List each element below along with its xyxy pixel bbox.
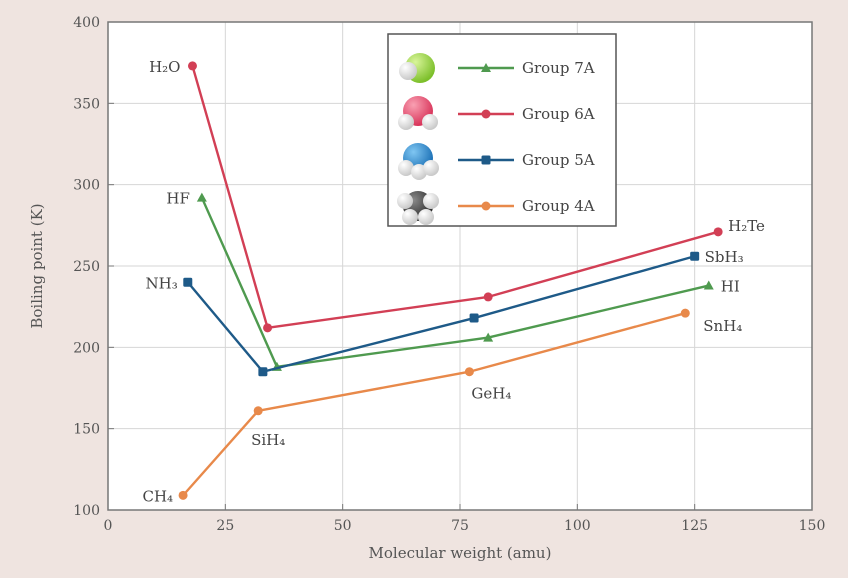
data-point [680,308,690,318]
data-point [258,367,268,377]
legend-label: Group 6A [522,105,595,123]
legend-label: Group 7A [522,59,595,77]
legend-marker [481,201,491,211]
data-point [178,490,188,500]
data-point-label: SiH₄ [251,431,285,449]
data-point-label: HI [721,278,740,296]
series-layer: HF HI H₂O H₂Te NH₃ SbH₃ CH₄ SiH₄ GeH₄ SnH₄ [143,58,766,505]
x-tick-label: 0 [104,518,113,534]
legend-marker [481,63,491,72]
series-group-6a: H₂O H₂Te [149,58,765,333]
y-tick-label: 100 [73,503,100,519]
green-molecule-icon [399,53,435,83]
data-point [469,313,479,323]
legend: Group 7A Group 6A Group 5A Group 4A [387,33,617,227]
y-axis-title: Boiling point (K) [28,203,46,328]
atom [423,160,439,176]
y-tick-label: 250 [73,259,100,275]
atom [398,114,414,130]
x-tick-label: 125 [681,518,708,534]
data-point-label: GeH₄ [471,385,511,403]
data-point [183,277,193,287]
legend-marker [481,155,491,165]
series-line [186,255,695,373]
atom [402,209,418,225]
data-point-label: HF [166,190,190,208]
legend-label: Group 5A [522,151,595,169]
legend-item: Group 6A [398,96,595,130]
atom [423,193,439,209]
series-group-4a: CH₄ SiH₄ GeH₄ SnH₄ [143,308,742,505]
x-axis-title: Molecular weight (amu) [369,544,552,562]
series-line [200,197,710,369]
x-tick-label: 50 [334,518,352,534]
data-point [713,227,723,237]
atom [397,193,413,209]
series-line [191,65,719,330]
red-molecule-icon [398,96,438,130]
data-point-label: H₂O [149,58,180,76]
data-point-label: CH₄ [143,487,174,505]
data-point-label: NH₃ [146,274,178,292]
data-point-label: SnH₄ [703,317,742,335]
data-point [196,192,207,202]
series-group-5a: NH₃ SbH₃ [146,248,744,377]
legend-label: Group 4A [522,197,595,215]
gray-molecule-icon [397,191,439,225]
legend-item: Group 4A [397,191,595,225]
data-point [464,367,474,377]
atom [399,62,417,80]
data-point [703,280,714,290]
x-tick-label: 75 [451,518,469,534]
y-tick-label: 400 [73,15,100,31]
y-tick-label: 200 [73,340,100,356]
data-point [187,61,197,71]
x-tick-label: 100 [564,518,591,534]
data-point [690,251,700,261]
y-tick-label: 300 [73,178,100,194]
data-point [483,332,494,342]
data-point [483,292,493,302]
y-tick-label: 150 [73,422,100,438]
x-tick-label: 150 [799,518,826,534]
data-point [263,323,273,333]
legend-item: Group 5A [398,143,595,180]
atom [418,209,434,225]
blue-molecule-icon [398,143,439,180]
y-tick-label: 350 [73,96,100,112]
series-group-7a: HF HI [166,190,740,371]
axis-ticks: 0 25 50 75 100 125 150 100 150 200 250 300 350 400 [73,15,825,534]
data-point [253,406,263,416]
legend-marker [481,109,491,119]
x-tick-label: 25 [216,518,234,534]
series-line [182,312,686,497]
data-point-label: SbH₃ [705,248,744,266]
atom [398,160,414,176]
legend-item: Group 7A [399,53,595,83]
atom [422,114,438,130]
data-point-label: H₂Te [728,217,765,235]
